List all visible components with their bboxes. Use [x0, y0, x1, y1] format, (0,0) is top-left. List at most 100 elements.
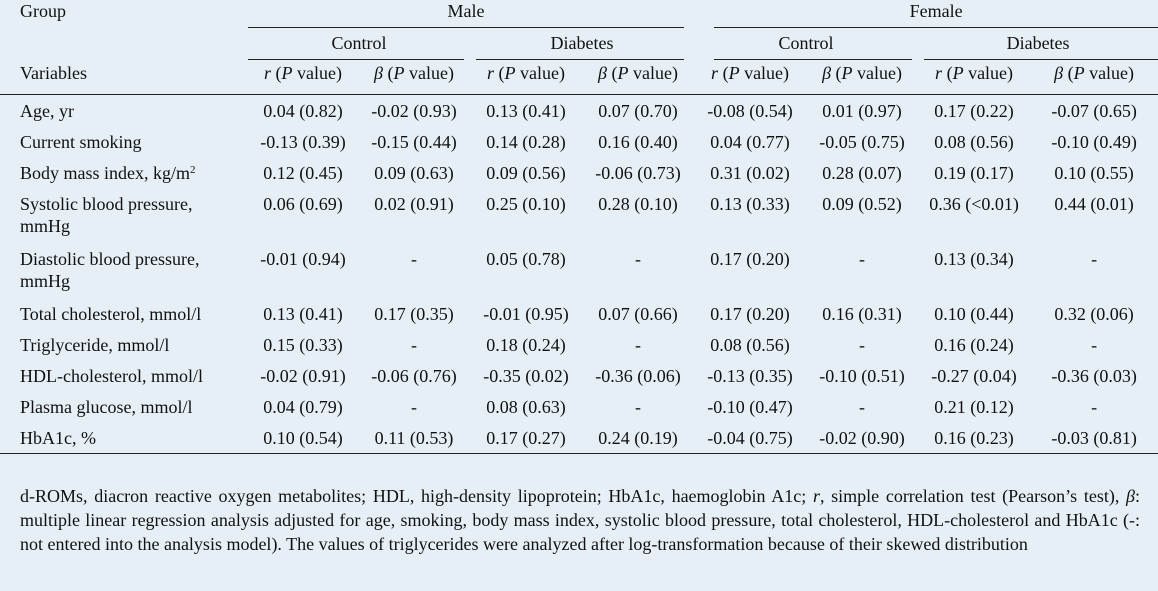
table-row: Total cholesterol, mmol/l 0.13 (0.41) 0.17…: [0, 298, 1158, 329]
table-cell: -0.04 (0.75): [694, 422, 807, 454]
female-control-label: Control: [778, 33, 834, 53]
table-cell: -: [1091, 249, 1098, 269]
table-cell: 0.14 (0.28): [486, 132, 566, 152]
table-cell: 0.11 (0.53): [358, 422, 470, 454]
male-control-header: Control: [248, 32, 470, 62]
table-cell: 0.19 (0.17): [934, 163, 1014, 183]
table-row: Systolic blood pressure, mmHg 0.06 (0.69) 0…: [0, 188, 1158, 243]
row-label: Current smoking: [20, 132, 142, 152]
table-cell: 0.04 (0.79): [263, 397, 343, 417]
table-cell: -0.02 (0.90): [806, 422, 919, 454]
table-cell: 0.06 (0.69): [263, 194, 343, 214]
table-cell: -0.27 (0.04): [931, 366, 1017, 386]
male-diabetes-label: Diabetes: [550, 33, 614, 53]
table-cell: 0.18 (0.24): [486, 335, 566, 355]
table-cell: 0.12 (0.45): [263, 163, 343, 183]
row-label: Body mass index, kg/m2: [20, 163, 196, 183]
stat-header-r: r (P value): [694, 62, 807, 95]
table-cell: -: [635, 249, 642, 269]
table-cell: 0.17 (0.35): [374, 304, 454, 324]
table-cell: 0.01 (0.97): [822, 101, 902, 121]
table-row: Current smoking -0.13 (0.39) -0.15 (0.44) 0…: [0, 126, 1158, 157]
table-cell: 0.13 (0.33): [710, 194, 790, 214]
table-cell: -0.08 (0.54): [707, 101, 793, 121]
table-cell: 0.09 (0.56): [486, 163, 566, 183]
table-cell: -0.10 (0.47): [707, 397, 793, 417]
table-cell: -0.01 (0.94): [260, 249, 346, 269]
variables-header: Variables: [0, 62, 248, 95]
table-cell: -: [859, 249, 866, 269]
header-row-group: Group Male Female: [0, 0, 1158, 32]
table-cell: 0.17 (0.20): [710, 304, 790, 324]
table-cell: 0.44 (0.01): [1054, 194, 1134, 214]
female-diabetes-label: Diabetes: [1006, 33, 1070, 53]
table-cell: -: [411, 335, 417, 355]
table-row: HbA1c, % 0.10 (0.54) 0.11 (0.53) 0.17 (0.27…: [0, 422, 1158, 454]
table-cell: 0.24 (0.19): [582, 422, 695, 454]
table-cell: 0.08 (0.56): [710, 335, 790, 355]
table-cell: -0.06 (0.73): [595, 163, 681, 183]
table-cell: 0.07 (0.70): [598, 101, 678, 121]
row-label: Total cholesterol, mmol/l: [20, 304, 202, 324]
table-cell: -: [635, 335, 642, 355]
table-cell: 0.16 (0.40): [598, 132, 678, 152]
correlation-table: Group Male Female Control: [0, 0, 1158, 454]
table-row: HDL-cholesterol, mmol/l -0.02 (0.91) -0.06…: [0, 360, 1158, 391]
table-cell: 0.08 (0.56): [934, 132, 1014, 152]
female-control-header: Control: [694, 32, 918, 62]
table-cell: -: [859, 335, 866, 355]
table-cell: -0.35 (0.02): [483, 366, 569, 386]
table-cell: -0.06 (0.76): [371, 366, 457, 386]
table-footnote: d-ROMs, diacron reactive oxygen metaboli…: [20, 486, 1141, 554]
table-row: Body mass index, kg/m2 0.12 (0.45) 0.09 (0…: [0, 157, 1158, 188]
table-cell: 0.10 (0.54): [248, 422, 358, 454]
table-cell: -: [411, 397, 417, 417]
table-cell: -0.03 (0.81): [1030, 422, 1158, 454]
table-cell: 0.25 (0.10): [486, 194, 566, 214]
group-header: Group: [20, 1, 66, 21]
table-cell: 0.04 (0.77): [710, 132, 790, 152]
male-control-label: Control: [331, 33, 387, 53]
table-cell: 0.10 (0.44): [934, 304, 1014, 324]
row-label: Systolic blood pressure, mmHg: [20, 194, 193, 236]
table-cell: 0.32 (0.06): [1054, 304, 1134, 324]
stat-header-beta: β (P value): [806, 62, 919, 95]
table-row: Triglyceride, mmol/l 0.15 (0.33) - 0.18 (0.…: [0, 329, 1158, 360]
male-header: Male: [248, 0, 694, 32]
male-label: Male: [447, 1, 485, 21]
table-cell: 0.16 (0.31): [822, 304, 902, 324]
table-cell: -0.13 (0.39): [260, 132, 346, 152]
table-cell: 0.16 (0.24): [934, 335, 1014, 355]
stat-header-r: r (P value): [918, 62, 1031, 95]
stat-header-r: r (P value): [248, 62, 358, 95]
table-cell: -0.07 (0.65): [1051, 101, 1137, 121]
table-cell: 0.16 (0.23): [918, 422, 1031, 454]
table-cell: 0.07 (0.66): [598, 304, 678, 324]
table-cell: 0.13 (0.41): [486, 101, 566, 121]
table-cell: -0.01 (0.95): [483, 304, 569, 324]
table-cell: 0.17 (0.27): [470, 422, 582, 454]
table-row: Plasma glucose, mmol/l 0.04 (0.79) - 0.08 (…: [0, 391, 1158, 422]
row-label: Diastolic blood pressure, mmHg: [20, 249, 200, 291]
table-cell: 0.31 (0.02): [710, 163, 790, 183]
table-cell: 0.36 (<0.01): [929, 194, 1019, 214]
table-cell: 0.28 (0.07): [822, 163, 902, 183]
table-cell: 0.15 (0.33): [263, 335, 343, 355]
table-cell: 0.05 (0.78): [486, 249, 566, 269]
female-diabetes-header: Diabetes: [918, 32, 1158, 62]
table-cell: -0.05 (0.75): [819, 132, 905, 152]
table-row: Diastolic blood pressure, mmHg -0.01 (0.94…: [0, 243, 1158, 298]
header-row-subgroup: Control Diabetes Control Diabetes: [0, 32, 1158, 62]
table-cell: -: [1091, 335, 1098, 355]
table-cell: 0.17 (0.22): [934, 101, 1014, 121]
table-cell: 0.02 (0.91): [374, 194, 454, 214]
table-cell: 0.09 (0.52): [822, 194, 902, 214]
table-cell: 0.21 (0.12): [934, 397, 1014, 417]
table-cell: 0.10 (0.55): [1054, 163, 1134, 183]
row-label: HDL-cholesterol, mmol/l: [20, 366, 203, 386]
stat-header-beta: β (P value): [358, 62, 470, 95]
table-cell: -: [859, 397, 866, 417]
table-cell: 0.04 (0.82): [263, 101, 343, 121]
table-cell: -0.36 (0.03): [1051, 366, 1137, 386]
